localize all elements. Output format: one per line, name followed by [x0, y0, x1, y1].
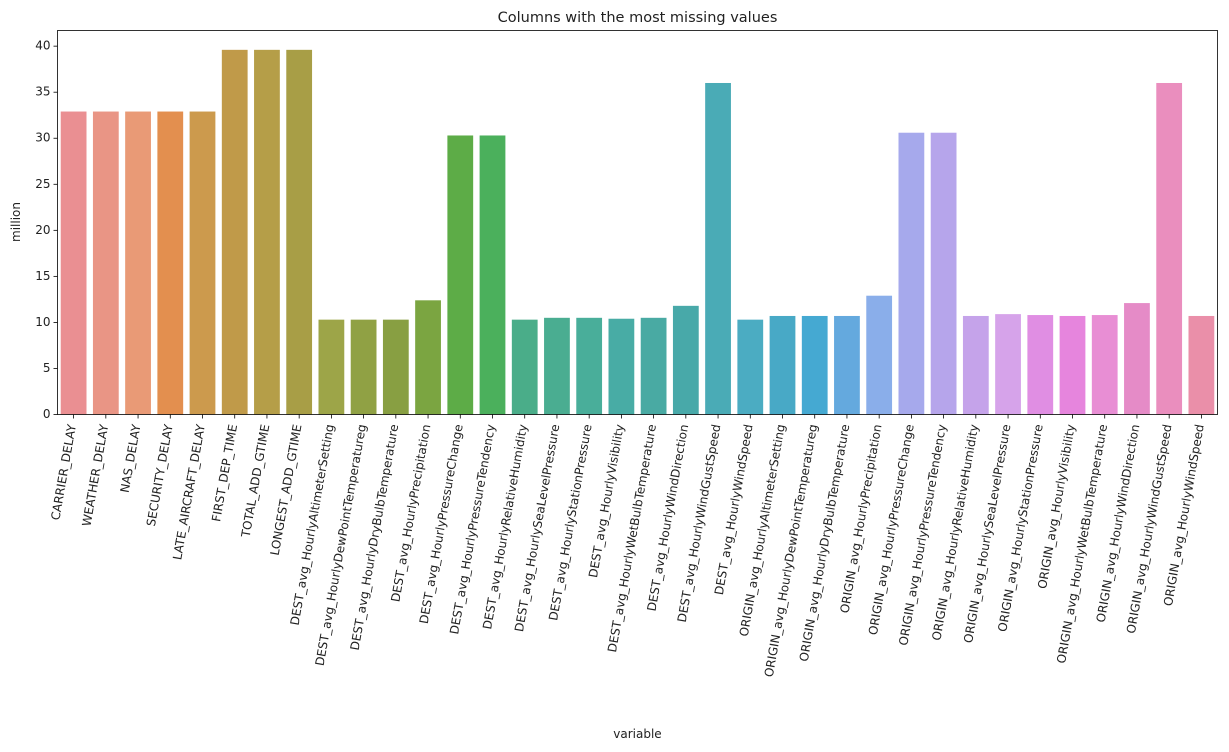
y-tick-label: 10 [35, 315, 50, 329]
x-tick-label: NAS_DELAY [118, 423, 144, 494]
bar-ORIGIN_avg_HourlySeaLevelPressure [995, 314, 1021, 415]
bar-LATE_AIRCRAFT_DELAY [189, 111, 216, 415]
bar-LONGEST_ADD_GTIME [286, 49, 313, 415]
plot-frame [57, 30, 1218, 415]
bar-DEST_avg_HourlyDryBulbTemperature [382, 319, 409, 415]
bar-DEST_avg_HourlyPressureChange [447, 135, 474, 415]
bar-DEST_avg_HourlySeaLevelPressure [544, 317, 570, 415]
x-tick-label: CARRIER_DELAY [48, 423, 79, 522]
bar-DEST_avg_HourlyWetBulbTemperature [640, 317, 667, 415]
x-tick-label: SECURITY_DELAY [144, 423, 176, 528]
bar-WEATHER_DELAY [92, 111, 119, 415]
bar-TOTAL_ADD_GTIME [254, 49, 280, 415]
bar-DEST_avg_HourlyPressureTendency [479, 135, 506, 415]
bars-layer [60, 49, 1215, 415]
bar-ORIGIN_avg_HourlyDewPointTemperatureg [801, 315, 828, 415]
x-tick-label: WEATHER_DELAY [79, 423, 111, 528]
y-axis-title: million [9, 202, 23, 242]
bar-ORIGIN_avg_HourlyPrecipitation [866, 295, 893, 415]
bar-CARRIER_DELAY [60, 111, 87, 415]
bar-DEST_avg_HourlyStationPressure [576, 317, 603, 415]
bar-DEST_avg_HourlyWindDirection [672, 305, 699, 415]
x-axis-title: variable [613, 727, 661, 741]
y-axis: 0 5 10 15 20 25 30 35 40 [35, 39, 58, 421]
bar-ORIGIN_avg_HourlyPressureChange [898, 132, 925, 415]
bar-ORIGIN_avg_HourlyVisibility [1059, 315, 1086, 415]
y-tick-label: 40 [35, 39, 50, 53]
y-tick-label: 5 [43, 361, 51, 375]
bar-SECURITY_DELAY [157, 111, 184, 415]
y-tick-label: 35 [35, 85, 50, 99]
bar-DEST_avg_HourlyDewPointTemperatureg [350, 319, 377, 415]
bar-DEST_avg_HourlyAltimeterSetting [318, 319, 345, 415]
bar-ORIGIN_avg_HourlyWindDirection [1124, 303, 1150, 415]
bar-ORIGIN_avg_HourlyStationPressure [1027, 315, 1054, 415]
bar-ORIGIN_avg_HourlyWetBulbTemperature [1091, 315, 1118, 415]
bar-NAS_DELAY [125, 111, 151, 415]
y-tick-label: 30 [35, 131, 50, 145]
bar-ORIGIN_avg_HourlyDryBulbTemperature [834, 315, 860, 415]
bar-ORIGIN_avg_HourlyRelativeHumidity [962, 315, 989, 415]
bar-ORIGIN_avg_HourlyWindSpeed [1188, 315, 1215, 415]
bar-FIRST_DEP_TIME [221, 49, 248, 415]
y-tick-label: 20 [35, 223, 50, 237]
x-tick-label: LATE_AIRCRAFT_DELAY [170, 423, 208, 561]
bar-DEST_avg_HourlyRelativeHumidity [511, 319, 538, 415]
bar-DEST_avg_HourlyWindGustSpeed [705, 82, 731, 415]
bar-DEST_avg_HourlyWindSpeed [737, 319, 764, 415]
x-tick-label: FIRST_DEP_TIME [209, 423, 240, 523]
bar-ORIGIN_avg_HourlyAltimeterSetting [769, 315, 796, 415]
x-tick-label: LONGEST_ADD_GTIME [268, 423, 305, 556]
bar-DEST_avg_HourlyVisibility [608, 318, 635, 415]
bar-ORIGIN_avg_HourlyWindGustSpeed [1156, 82, 1183, 415]
x-tick-label: TOTAL_ADD_GTIME [239, 423, 273, 539]
y-tick-label: 25 [35, 177, 50, 191]
bar-ORIGIN_avg_HourlyPressureTendency [930, 132, 957, 415]
y-tick-label: 0 [43, 407, 51, 421]
chart-title: Columns with the most missing values [498, 10, 778, 26]
bar-DEST_avg_HourlyPrecipitation [415, 300, 441, 415]
x-tick-label: DEST_avg_HourlyVisibility [586, 423, 627, 579]
x-axis: CARRIER_DELAY WEATHER_DELAY NAS_DELAY SECUR… [48, 414, 1207, 678]
y-tick-label: 15 [35, 269, 50, 283]
